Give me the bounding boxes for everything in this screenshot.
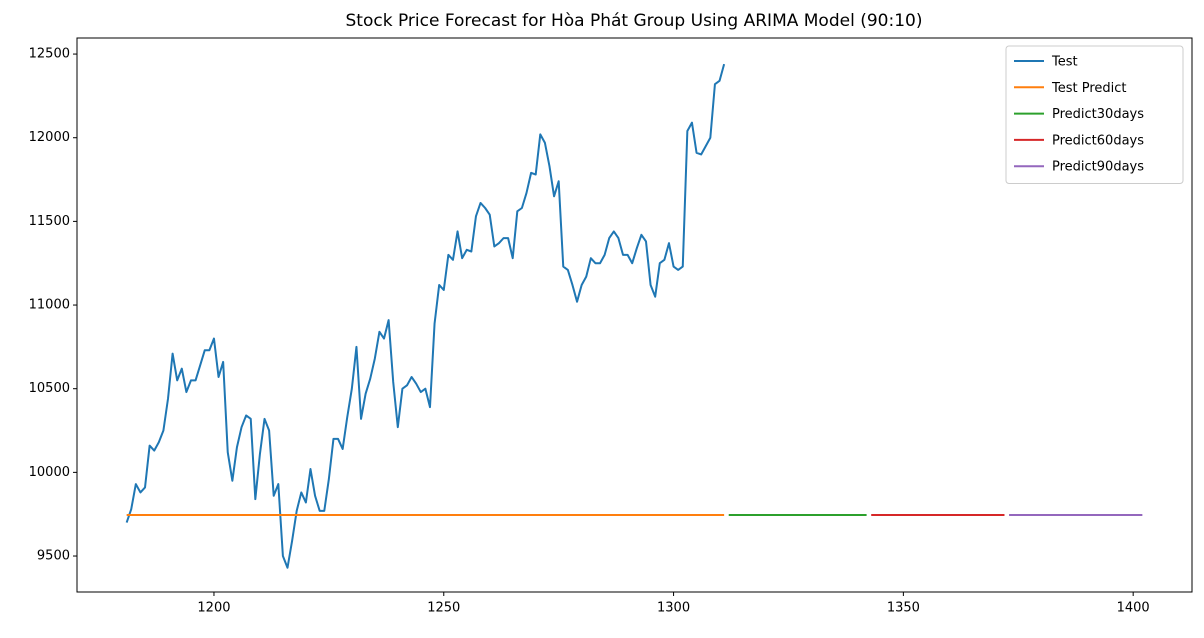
legend-label: Predict30days (1052, 107, 1144, 122)
series-line (125, 63, 726, 569)
y-tick-label: 11500 (29, 214, 70, 229)
legend-label: Predict90days (1052, 160, 1144, 175)
legend-box (1005, 45, 1184, 184)
plot-frame (76, 37, 1193, 593)
x-tick-label: 1300 (657, 601, 690, 616)
legend-label: Test Predict (1051, 81, 1127, 96)
y-tick-label: 10500 (29, 381, 70, 396)
legend-label: Test (1051, 55, 1078, 70)
chart-title: Stock Price Forecast for Hòa Phát Group … (346, 11, 923, 31)
y-tick-label: 12000 (29, 130, 70, 145)
y-tick-label: 10000 (29, 465, 70, 480)
x-tick-label: 1250 (427, 601, 460, 616)
x-tick-label: 1400 (1117, 601, 1150, 616)
legend-label: Predict60days (1052, 133, 1144, 148)
x-tick-label: 1200 (197, 601, 230, 616)
x-tick-label: 1350 (887, 601, 920, 616)
y-tick-label: 11000 (29, 298, 70, 313)
y-tick-label: 9500 (37, 549, 70, 564)
y-tick-label: 12500 (29, 47, 70, 62)
